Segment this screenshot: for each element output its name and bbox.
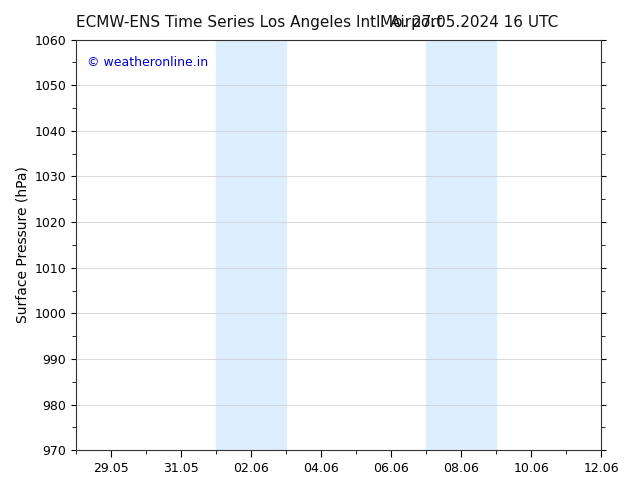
Text: © weatheronline.in: © weatheronline.in — [87, 56, 208, 69]
Text: ECMW-ENS Time Series Los Angeles Intl. Airport: ECMW-ENS Time Series Los Angeles Intl. A… — [76, 15, 443, 30]
Text: Mo. 27.05.2024 16 UTC: Mo. 27.05.2024 16 UTC — [380, 15, 558, 30]
Y-axis label: Surface Pressure (hPa): Surface Pressure (hPa) — [15, 167, 29, 323]
Bar — [216, 40, 286, 450]
Bar — [426, 40, 496, 450]
